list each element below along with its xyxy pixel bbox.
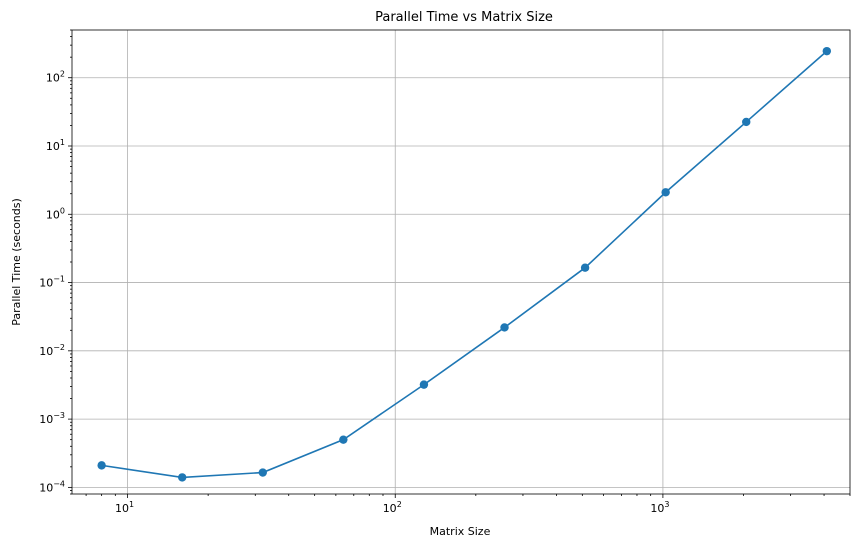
x-tick-label: 102 <box>383 500 402 515</box>
y-tick-label: 10−4 <box>39 479 65 494</box>
axes: 101 102 103 10−4 10−3 10−2 10−1 100 101 102 <box>39 29 851 515</box>
data-point <box>339 435 348 444</box>
y-tick-label: 102 <box>46 70 65 85</box>
grid <box>72 30 850 494</box>
data-point <box>258 468 267 477</box>
y-axis-label: Parallel Time (seconds) <box>10 198 23 326</box>
data-point <box>500 323 509 332</box>
series-line <box>101 50 828 479</box>
y-tick-label: 101 <box>46 138 65 153</box>
data-point <box>97 461 106 470</box>
series-layer <box>97 46 832 482</box>
x-axis-label: Matrix Size <box>430 525 491 538</box>
y-tick-label: 10−2 <box>39 343 65 358</box>
x-tick-label: 103 <box>650 500 669 515</box>
y-tick-label: 100 <box>46 206 65 221</box>
data-point <box>822 46 832 56</box>
data-point <box>178 473 187 482</box>
y-tick-label: 10−1 <box>39 275 65 290</box>
x-tick-label: 101 <box>115 500 134 515</box>
data-point <box>661 188 670 197</box>
plot-frame <box>71 29 851 495</box>
data-point <box>742 117 751 127</box>
data-point <box>419 380 429 389</box>
chart-title: Parallel Time vs Matrix Size <box>375 10 553 25</box>
data-point <box>580 263 590 272</box>
y-tick-label: 10−3 <box>39 411 65 426</box>
